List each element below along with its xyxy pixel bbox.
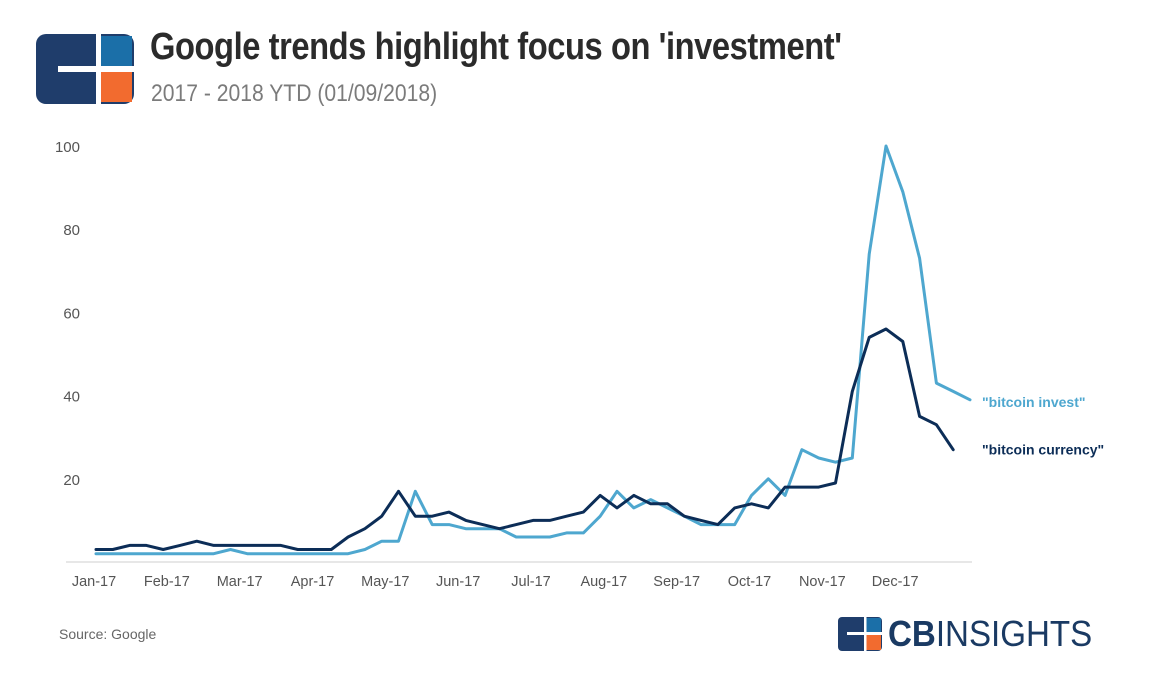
chart-subtitle: 2017 - 2018 YTD (01/09/2018)	[151, 80, 438, 107]
x-tick-label: Aug-17	[580, 574, 627, 590]
series-line-bitcoin-currency	[94, 327, 955, 551]
x-tick-label: Sep-17	[653, 574, 700, 590]
source-note: Source: Google	[59, 626, 157, 642]
cb-insights-logo-icon	[838, 617, 882, 651]
series-label-bitcoin-currency: "bitcoin currency"	[982, 442, 1104, 458]
brand-white-bar-v	[864, 617, 867, 651]
series-labels: "bitcoin invest" "bitcoin currency"	[982, 394, 1104, 458]
x-tick-label: Oct-17	[728, 574, 772, 590]
brand-wordmark-bold: CB	[888, 613, 936, 654]
x-tick-label: Jan-17	[72, 574, 116, 590]
brand-orange-square	[866, 635, 881, 650]
x-tick-label: Dec-17	[872, 574, 919, 590]
y-axis: 20 40 60 80 100	[55, 139, 80, 489]
y-tick-label: 60	[63, 305, 80, 322]
x-tick-label: Jul-17	[511, 574, 551, 590]
y-tick-label: 80	[63, 222, 80, 239]
x-tick-label: Feb-17	[144, 574, 190, 590]
x-tick-label: Apr-17	[291, 574, 335, 590]
brand-logo: CBINSIGHTS	[838, 614, 1110, 654]
y-tick-label: 100	[55, 139, 80, 156]
brand-wordmark: CBINSIGHTS	[888, 614, 1092, 654]
series-label-bitcoin-invest: "bitcoin invest"	[982, 394, 1086, 410]
series-line-bitcoin-invest	[94, 144, 972, 556]
brand-blue-square	[866, 618, 881, 633]
logo-blue-square	[100, 36, 132, 67]
x-tick-label: May-17	[361, 574, 409, 590]
brand-wordmark-regular: INSIGHTS	[935, 613, 1093, 654]
y-tick-label: 40	[63, 389, 80, 406]
x-tick-label: Mar-17	[217, 574, 263, 590]
x-tick-label: Jun-17	[436, 574, 480, 590]
series-lines	[94, 144, 972, 556]
chart-title: Google trends highlight focus on 'invest…	[150, 26, 842, 68]
cb-insights-logo-icon	[36, 34, 134, 104]
logo-orange-square	[100, 71, 132, 102]
x-axis: Jan-17 Feb-17 Mar-17 Apr-17 May-17 Jun-17 Jul-…	[72, 574, 919, 590]
x-tick-label: Nov-17	[799, 574, 846, 590]
logo-white-bar-v	[96, 34, 101, 104]
y-tick-label: 20	[63, 472, 80, 489]
